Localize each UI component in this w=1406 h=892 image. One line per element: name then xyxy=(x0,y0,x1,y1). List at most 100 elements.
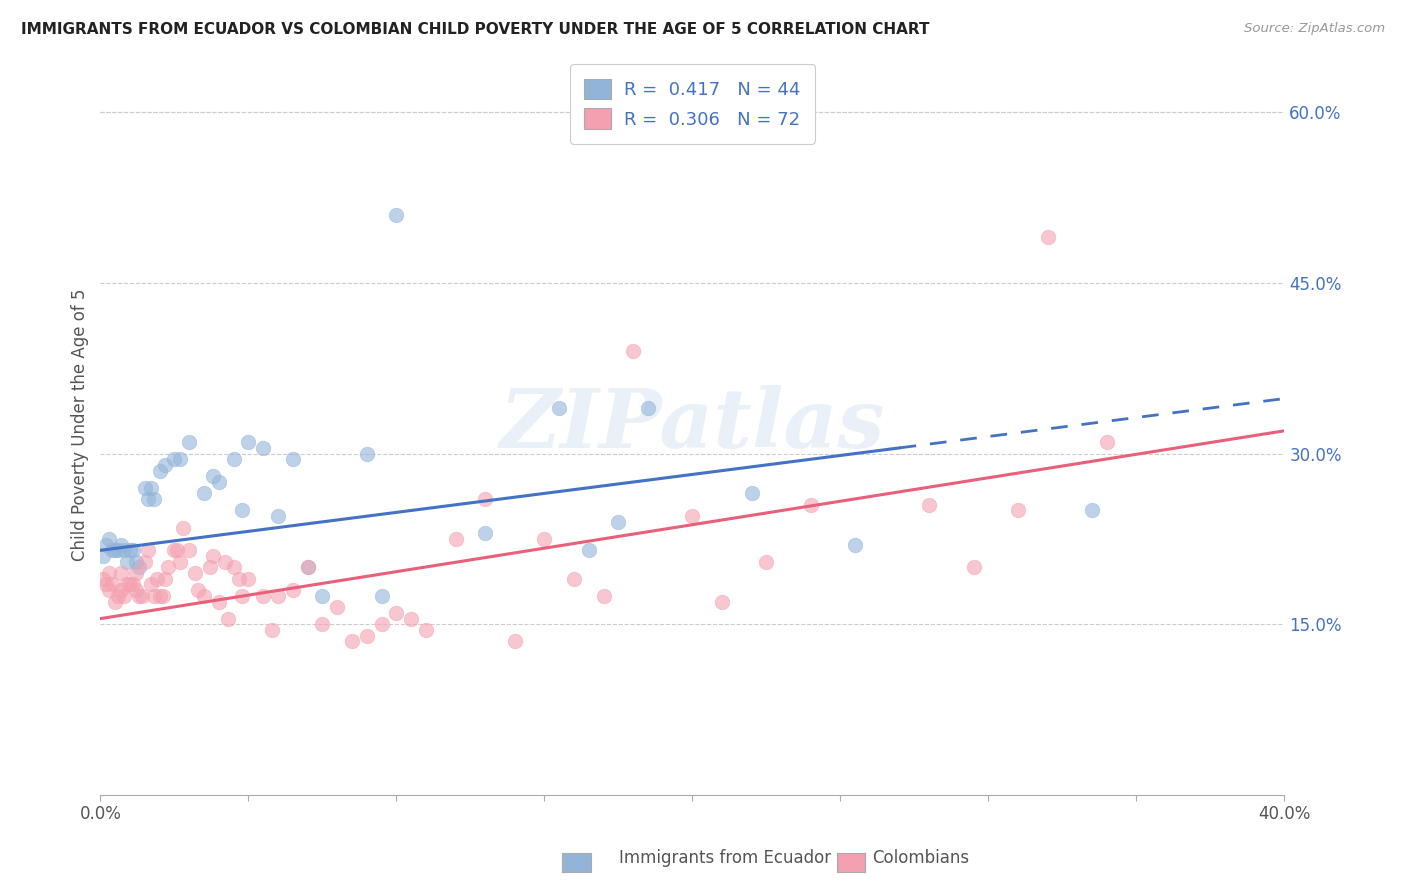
Point xyxy=(122,577,145,591)
Point xyxy=(238,435,260,450)
Point xyxy=(136,543,159,558)
Point xyxy=(252,441,274,455)
Point xyxy=(800,498,823,512)
Point xyxy=(118,577,141,591)
Point xyxy=(112,589,135,603)
Point xyxy=(415,623,437,637)
Point xyxy=(962,560,984,574)
Point xyxy=(231,589,253,603)
Point xyxy=(385,207,408,221)
Point xyxy=(474,526,496,541)
Point xyxy=(356,446,378,460)
Point xyxy=(222,560,245,574)
Point xyxy=(96,577,118,591)
Point xyxy=(169,555,191,569)
Point xyxy=(370,589,392,603)
Point xyxy=(637,401,659,415)
Point xyxy=(122,543,145,558)
Point xyxy=(198,560,221,574)
Point xyxy=(844,538,866,552)
Point xyxy=(155,458,177,472)
Point xyxy=(1081,503,1104,517)
Text: IMMIGRANTS FROM ECUADOR VS COLOMBIAN CHILD POVERTY UNDER THE AGE OF 5 CORRELATIO: IMMIGRANTS FROM ECUADOR VS COLOMBIAN CHI… xyxy=(21,22,929,37)
Point xyxy=(115,555,138,569)
Point xyxy=(155,572,177,586)
Point xyxy=(110,566,132,580)
Point xyxy=(110,583,132,598)
Text: ZIPatlas: ZIPatlas xyxy=(499,385,886,465)
Point xyxy=(104,543,127,558)
Point xyxy=(311,617,333,632)
Point xyxy=(142,492,165,507)
Point xyxy=(755,555,778,569)
Point xyxy=(163,452,186,467)
Point xyxy=(96,538,118,552)
Point xyxy=(193,589,215,603)
Point xyxy=(128,589,150,603)
Point xyxy=(214,555,236,569)
Point xyxy=(621,344,644,359)
Text: Immigrants from Ecuador: Immigrants from Ecuador xyxy=(619,849,831,867)
Point xyxy=(741,486,763,500)
Point xyxy=(201,469,224,483)
Point xyxy=(592,589,614,603)
Point xyxy=(370,617,392,632)
Point xyxy=(208,594,231,608)
Point xyxy=(281,583,304,598)
Point xyxy=(134,555,156,569)
Point xyxy=(1095,435,1118,450)
Point xyxy=(148,464,170,478)
Point xyxy=(98,532,121,546)
Point xyxy=(1036,230,1059,244)
Point xyxy=(172,520,194,534)
Point xyxy=(112,543,135,558)
Point xyxy=(267,509,290,524)
Point xyxy=(681,509,703,524)
Point xyxy=(533,532,555,546)
Point xyxy=(578,543,600,558)
Point xyxy=(131,589,153,603)
Point xyxy=(385,606,408,620)
Point xyxy=(267,589,290,603)
Point xyxy=(252,589,274,603)
Point xyxy=(340,634,363,648)
Point xyxy=(231,503,253,517)
Point xyxy=(228,572,250,586)
Point xyxy=(152,589,174,603)
Point xyxy=(297,560,319,574)
Point xyxy=(134,481,156,495)
Point xyxy=(356,629,378,643)
Point xyxy=(222,452,245,467)
Legend: R =  0.417   N = 44, R =  0.306   N = 72: R = 0.417 N = 44, R = 0.306 N = 72 xyxy=(569,64,815,144)
Point xyxy=(91,549,114,563)
Point xyxy=(148,589,170,603)
Text: Colombians: Colombians xyxy=(872,849,969,867)
Point xyxy=(139,481,162,495)
Point xyxy=(110,538,132,552)
Point xyxy=(444,532,467,546)
Point xyxy=(115,577,138,591)
Point xyxy=(125,566,148,580)
Text: Source: ZipAtlas.com: Source: ZipAtlas.com xyxy=(1244,22,1385,36)
Point xyxy=(125,583,148,598)
Point xyxy=(101,543,124,558)
Point xyxy=(98,583,121,598)
Point xyxy=(562,572,585,586)
Point xyxy=(91,572,114,586)
Point xyxy=(503,634,526,648)
Point xyxy=(201,549,224,563)
Point xyxy=(101,577,124,591)
Point xyxy=(311,589,333,603)
Point xyxy=(136,492,159,507)
Point xyxy=(98,566,121,580)
Point xyxy=(260,623,283,637)
Point xyxy=(142,589,165,603)
Y-axis label: Child Poverty Under the Age of 5: Child Poverty Under the Age of 5 xyxy=(72,289,89,561)
Point xyxy=(118,543,141,558)
Point xyxy=(711,594,734,608)
Point xyxy=(1007,503,1029,517)
Point xyxy=(107,589,129,603)
Point xyxy=(179,435,201,450)
Point xyxy=(193,486,215,500)
Point xyxy=(208,475,231,489)
